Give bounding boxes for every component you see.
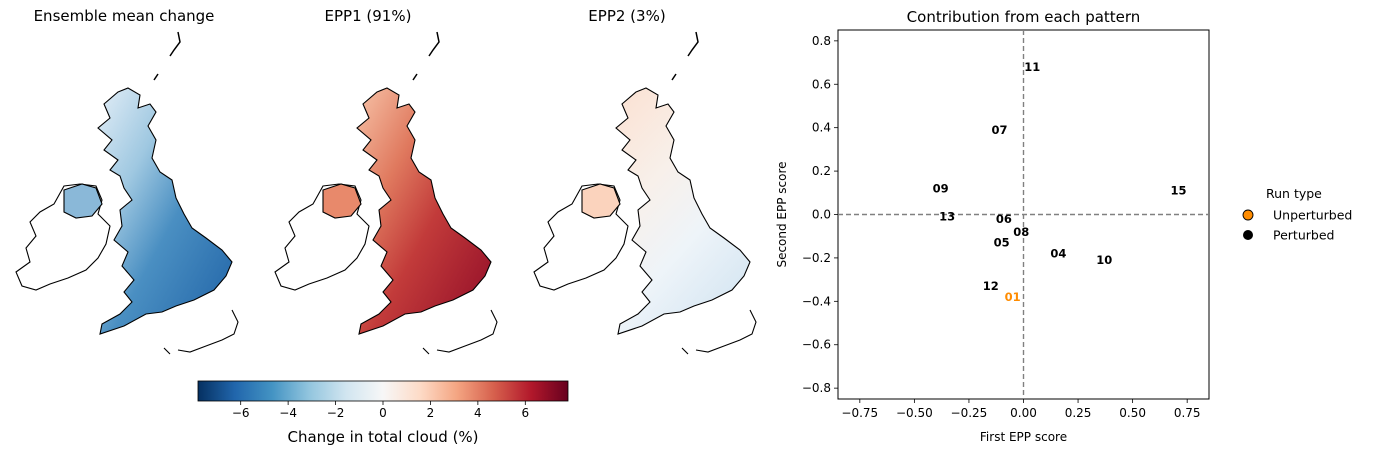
y-tick-label: 0.6 [812, 77, 831, 91]
shetland-shape [153, 31, 181, 81]
y-axis-ticks: −0.8 −0.6 −0.4 −0.2 0.0 0.2 0.4 0.6 0.8 [802, 34, 838, 395]
point-label-12: 12 [983, 279, 999, 293]
shetland-shape [412, 31, 440, 81]
colorbar-tick-label: −4 [279, 406, 297, 420]
point-label-13: 13 [939, 210, 955, 224]
point-label-04: 04 [1050, 247, 1066, 261]
x-tick-label: 0.25 [1065, 406, 1092, 420]
point-label-07: 07 [991, 123, 1007, 137]
legend-title: Run type [1266, 186, 1322, 201]
chart-title: Contribution from each pattern [907, 8, 1141, 26]
colorbar-ticks: −6 −4 −2 0 2 4 6 [232, 401, 529, 420]
colorbar-label: Change in total cloud (%) [287, 428, 479, 446]
map-epp1 [274, 31, 498, 355]
point-label-09: 09 [933, 181, 949, 195]
y-tick-label: 0.8 [812, 34, 831, 48]
y-tick-label: −0.6 [802, 338, 831, 352]
point-label-06: 06 [996, 212, 1012, 226]
continent-coast [422, 309, 498, 355]
map-panels: −6 −4 −2 0 2 4 6 [15, 31, 757, 420]
x-axis-ticks: −0.75 −0.50 −0.25 0.00 0.25 0.50 0.75 [841, 399, 1201, 420]
y-tick-label: 0.4 [812, 121, 831, 135]
point-label-10: 10 [1096, 253, 1112, 267]
point-label-08: 08 [1013, 225, 1029, 239]
legend-label-perturbed: Perturbed [1273, 228, 1334, 243]
shetland-shape [671, 31, 699, 81]
point-label-05: 05 [994, 236, 1010, 250]
colorbar-tick-label: 2 [427, 406, 435, 420]
continent-coast [681, 309, 757, 355]
legend-marker-unperturbed [1242, 209, 1254, 221]
map-title-epp2: EPP2 (3%) [588, 7, 666, 25]
y-tick-label: −0.2 [802, 251, 831, 265]
x-tick-label: −0.50 [896, 406, 933, 420]
northern-ireland-shape [581, 183, 621, 219]
point-label-01: 01 [1005, 290, 1021, 304]
y-tick-label: −0.4 [802, 294, 831, 308]
y-tick-label: −0.8 [802, 381, 831, 395]
britain-shape [97, 87, 233, 335]
map-title-epp1: EPP1 (91%) [324, 7, 412, 25]
point-label-11: 11 [1024, 60, 1040, 74]
continent-coast [163, 309, 239, 355]
point-labels: 01 04 05 06 07 08 09 10 11 12 13 15 [933, 60, 1187, 304]
reference-lines [838, 30, 1209, 399]
northern-ireland-shape [322, 183, 362, 219]
x-tick-label: −0.25 [951, 406, 988, 420]
colorbar-tick-label: −2 [327, 406, 345, 420]
x-axis-label: First EPP score [980, 430, 1067, 444]
britain-shape [356, 87, 492, 335]
northern-ireland-shape [63, 183, 103, 219]
x-tick-label: 0.50 [1119, 406, 1146, 420]
legend-label-unperturbed: Unperturbed [1273, 208, 1352, 223]
colorbar-tick-label: 0 [379, 406, 387, 420]
colorbar-tick-label: −6 [232, 406, 250, 420]
colorbar-tick-label: 6 [521, 406, 529, 420]
map-epp2 [533, 31, 757, 355]
x-tick-label: −0.75 [841, 406, 878, 420]
x-tick-label: 0.75 [1174, 406, 1201, 420]
map-title-ensemble-mean: Ensemble mean change [33, 7, 215, 25]
legend: Run type Unperturbed Perturbed [1242, 186, 1352, 243]
point-label-15: 15 [1170, 184, 1186, 198]
x-tick-label: 0.00 [1010, 406, 1037, 420]
colorbar-tick-label: 4 [474, 406, 482, 420]
y-tick-label: 0.2 [812, 164, 831, 178]
y-tick-label: 0.0 [812, 208, 831, 222]
map-ensemble-mean [15, 31, 239, 355]
legend-marker-perturbed [1243, 230, 1253, 240]
britain-shape [615, 87, 751, 335]
y-axis-label: Second EPP score [775, 161, 789, 267]
